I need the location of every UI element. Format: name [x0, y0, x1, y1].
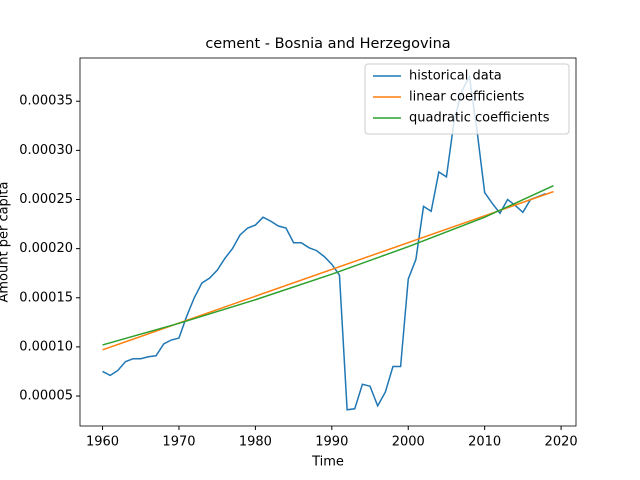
chart-title: cement - Bosnia and Herzegovina: [205, 36, 450, 52]
x-tick-label: 1980: [239, 435, 272, 450]
x-tick-label: 1960: [86, 435, 119, 450]
x-tick-label: 2000: [392, 435, 425, 450]
y-tick-label: 0.00025: [19, 192, 73, 207]
x-tick-label: 1970: [162, 435, 195, 450]
y-tick-label: 0.00035: [19, 94, 73, 109]
y-axis-label: Amount per capita: [0, 182, 12, 303]
y-tick-label: 0.00005: [19, 389, 73, 404]
y-tick-label: 0.00020: [19, 241, 73, 256]
legend-box: [364, 63, 570, 135]
x-tick-label: 2010: [468, 435, 501, 450]
plot-frame: [79, 57, 577, 427]
legend-label: historical data: [409, 69, 502, 84]
series-line: [102, 185, 554, 346]
y-tick-label: 0.00010: [19, 339, 73, 354]
y-tick-label: 0.00030: [19, 143, 73, 158]
legend-label: quadratic coefficients: [409, 111, 550, 126]
x-axis-label: Time: [311, 455, 344, 470]
y-tick-label: 0.00015: [19, 290, 73, 305]
x-tick-label: 1990: [315, 435, 348, 450]
legend-label: linear coefficients: [409, 90, 525, 105]
x-tick-label: 2020: [545, 435, 578, 450]
